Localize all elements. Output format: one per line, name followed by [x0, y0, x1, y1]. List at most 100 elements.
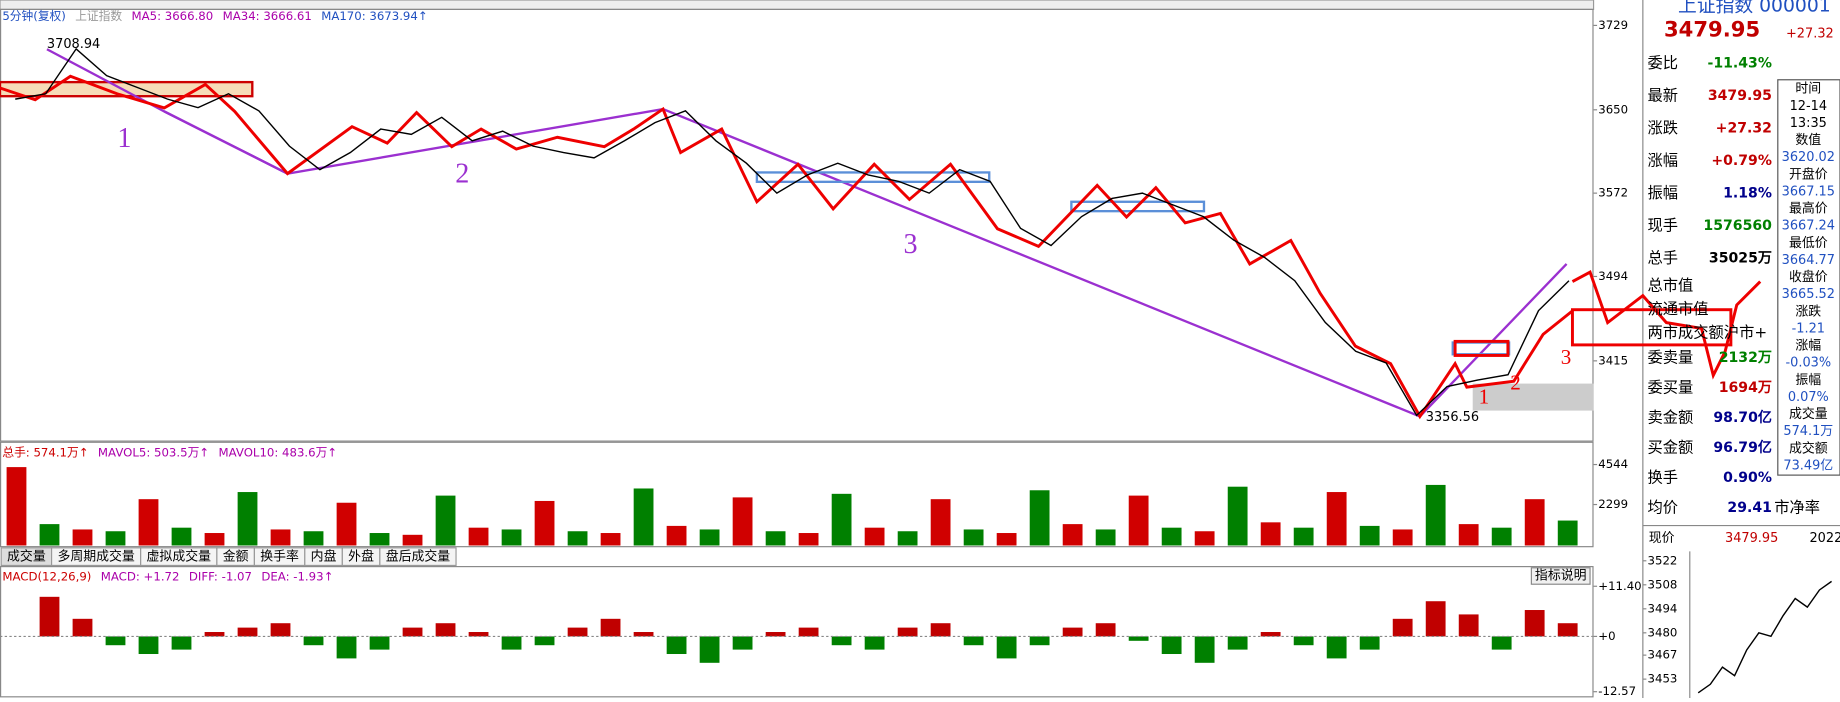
- bar: [765, 531, 786, 546]
- row-label: 最新: [1648, 86, 1679, 104]
- bar: [1491, 527, 1512, 546]
- bar: [336, 502, 357, 546]
- tab-label[interactable]: 内盘: [311, 549, 337, 565]
- bar: [1095, 529, 1116, 546]
- tab-label[interactable]: 换手率: [260, 549, 299, 565]
- y-tick-label: 3729: [1598, 18, 1628, 32]
- bar: [1161, 527, 1182, 546]
- tab-label[interactable]: 金额: [223, 549, 249, 565]
- annotation: 2: [455, 158, 469, 189]
- row-value: 1576560: [1703, 218, 1772, 234]
- bar: [831, 493, 852, 546]
- row-value: +0.79%: [1711, 153, 1772, 169]
- y-tick-label: +11.40: [1598, 579, 1641, 593]
- row-label: 总市值: [1648, 277, 1694, 295]
- bar: [567, 627, 588, 637]
- popup-text: 时间: [1795, 82, 1821, 97]
- legend-text: 5分钟(复权): [2, 9, 65, 23]
- bar: [666, 636, 687, 655]
- bar: [105, 531, 126, 546]
- row-value: +27.32: [1716, 120, 1772, 136]
- bar: [1392, 529, 1413, 546]
- quote-extra: 市净率: [1774, 498, 1820, 516]
- bar: [1062, 627, 1083, 637]
- y-tick-label: 3494: [1648, 601, 1678, 615]
- bar: [402, 534, 423, 546]
- bar: [1557, 623, 1578, 637]
- popup-text: 数值: [1795, 132, 1821, 148]
- bar: [699, 636, 720, 663]
- popup-text: 0.07%: [1788, 390, 1829, 405]
- year: 2022: [1809, 531, 1840, 546]
- tab[interactable]: [379, 547, 457, 567]
- y-tick-label: 3467: [1648, 648, 1678, 662]
- bar: [633, 488, 654, 546]
- bar: [699, 529, 720, 546]
- bar: [1425, 484, 1446, 546]
- annotation: 1: [117, 123, 131, 154]
- row-value: 0.90%: [1723, 470, 1772, 486]
- popup-text: 振幅: [1795, 373, 1821, 388]
- now-value: 3479.95: [1725, 531, 1778, 546]
- popup-text: 涨跌: [1795, 303, 1821, 319]
- popup-text: 3665.52: [1782, 287, 1835, 302]
- annotation: 3: [1561, 345, 1572, 369]
- y-tick-label: 3508: [1648, 577, 1678, 591]
- annotation: 3356.56: [1426, 410, 1479, 425]
- row-value: 3479.95: [1708, 88, 1772, 104]
- bar: [138, 499, 159, 546]
- bar: [534, 636, 555, 646]
- row-label: 振幅: [1648, 184, 1679, 202]
- legend-text: 总手: 574.1万↑: [2, 445, 88, 459]
- row-label: 委卖量: [1648, 348, 1694, 366]
- tab-label[interactable]: 成交量: [7, 549, 46, 565]
- row-label: 涨幅: [1648, 151, 1679, 169]
- bar: [1326, 636, 1347, 659]
- bar: [468, 527, 489, 546]
- row-label: 买金额: [1648, 438, 1694, 456]
- bar: [930, 623, 951, 637]
- bar: [798, 627, 819, 637]
- bar: [501, 529, 522, 546]
- bar: [1095, 623, 1116, 637]
- bar: [1491, 636, 1512, 650]
- popup-text: 涨幅: [1795, 339, 1821, 354]
- help-button[interactable]: [1530, 567, 1591, 585]
- tab-label[interactable]: 盘后成交量: [386, 549, 451, 565]
- bar: [600, 618, 621, 637]
- legend-text: MA170: 3673.94↑: [321, 9, 427, 23]
- popup: [1777, 79, 1840, 476]
- popup-text: 13:35: [1790, 116, 1827, 131]
- popup-text: -0.03%: [1786, 356, 1832, 371]
- row-label: 卖金额: [1648, 408, 1694, 426]
- row-label: 委买量: [1648, 378, 1694, 396]
- popup-text: 最高价: [1789, 201, 1828, 217]
- popup-text: 3667.15: [1782, 184, 1835, 199]
- bar: [1458, 524, 1479, 546]
- legend-text: DIFF: -1.07: [189, 570, 252, 584]
- bar: [1293, 527, 1314, 546]
- bar: [996, 636, 1017, 659]
- row-value: 98.70亿: [1713, 409, 1772, 426]
- tab-label[interactable]: 外盘: [348, 549, 374, 565]
- legend-text: 上证指数: [75, 9, 122, 23]
- popup-text: 开盘价: [1789, 166, 1828, 182]
- tab-label[interactable]: 虚拟成交量: [147, 549, 212, 565]
- bar: [1524, 499, 1545, 546]
- tab-label[interactable]: 多周期成交量: [57, 549, 134, 565]
- bar: [336, 636, 357, 659]
- bar: [1557, 520, 1578, 546]
- bar: [666, 525, 687, 546]
- bar: [633, 632, 654, 637]
- bar: [204, 632, 225, 637]
- bar: [237, 627, 258, 637]
- row-value: 2132万: [1719, 350, 1772, 366]
- bar: [39, 524, 60, 546]
- bar: [1029, 490, 1050, 546]
- y-tick-label: 3480: [1648, 625, 1678, 639]
- help-label[interactable]: 指标说明: [1535, 568, 1587, 583]
- y-tick-label: 3453: [1648, 672, 1678, 686]
- quote-title: 上证指数 000001: [1678, 0, 1831, 16]
- y-tick-label: 3650: [1598, 102, 1628, 116]
